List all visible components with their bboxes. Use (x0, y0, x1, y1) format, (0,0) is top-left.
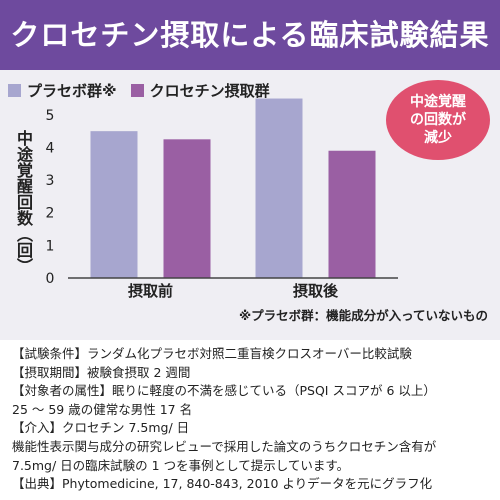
test-conditions: 【試験条件】ランダム化プラセボ対照二重盲検クロスオーバー比較試験 【摂取期間】被… (12, 345, 492, 494)
y-axis-label: 中途覚醒回数（回） (14, 130, 33, 274)
condition-line: 【介入】クロセチン 7.5mg/ 日 (12, 420, 190, 436)
callout-badge: 中途覚醒 の回数が 減少 (386, 80, 490, 160)
legend-label-placebo: プラセボ群※ (27, 82, 117, 100)
condition-line: 25 ～ 59 歳の健常な男性 17 名 (12, 401, 193, 417)
condition-line: 【試験条件】ランダム化プラセボ対照二重盲検クロスオーバー比較試験 (12, 346, 412, 361)
y-tick-label: 3 (46, 173, 55, 189)
footnote: ※プラセボ群：機能成分が入っていないもの (238, 308, 488, 323)
condition-line: 【出典】Phytomedicine, 17, 840-843, 2010 よりデ… (12, 476, 433, 492)
legend-label-crocetin: クロセチン摂取群 (149, 82, 270, 100)
legend-swatch-placebo (8, 84, 21, 97)
y-tick-label: 4 (46, 140, 55, 156)
page-title: クロセチン摂取による臨床試験結果 (0, 0, 500, 70)
legend-item-placebo: プラセボ群※ (8, 80, 117, 101)
condition-line: 機能性表示関与成分の研究レビューで採用した論文のうちクロセチン含有が (12, 438, 437, 454)
condition-line: 【対象者の属性】眠りに軽度の不満を感じている（PSQI スコアが 6 以上） (12, 383, 436, 399)
category-label: 摂取前 (128, 282, 173, 300)
bar-placebo (255, 98, 303, 279)
bar-chart: 0 1 2 3 4 5 摂取前 摂取後 (46, 98, 398, 300)
y-tick-label: 5 (46, 108, 55, 124)
y-tick-label: 1 (46, 238, 55, 254)
category-label: 摂取後 (293, 282, 339, 300)
condition-line: 【摂取期間】被験食摂取 2 週間 (12, 364, 191, 380)
y-tick-label: 2 (46, 206, 55, 222)
bar-crocetin (163, 139, 211, 278)
legend-swatch-crocetin (130, 84, 144, 97)
bar-crocetin (328, 150, 376, 278)
legend-item-crocetin: クロセチン摂取群 (130, 80, 270, 101)
chart-legend: プラセボ群※ クロセチン摂取群 (8, 80, 284, 101)
bar-placebo (90, 131, 138, 278)
condition-line: 7.5mg/ 日の臨床試験の 1 つを事例として提示しています。 (12, 457, 350, 473)
y-tick-label: 0 (46, 271, 55, 287)
